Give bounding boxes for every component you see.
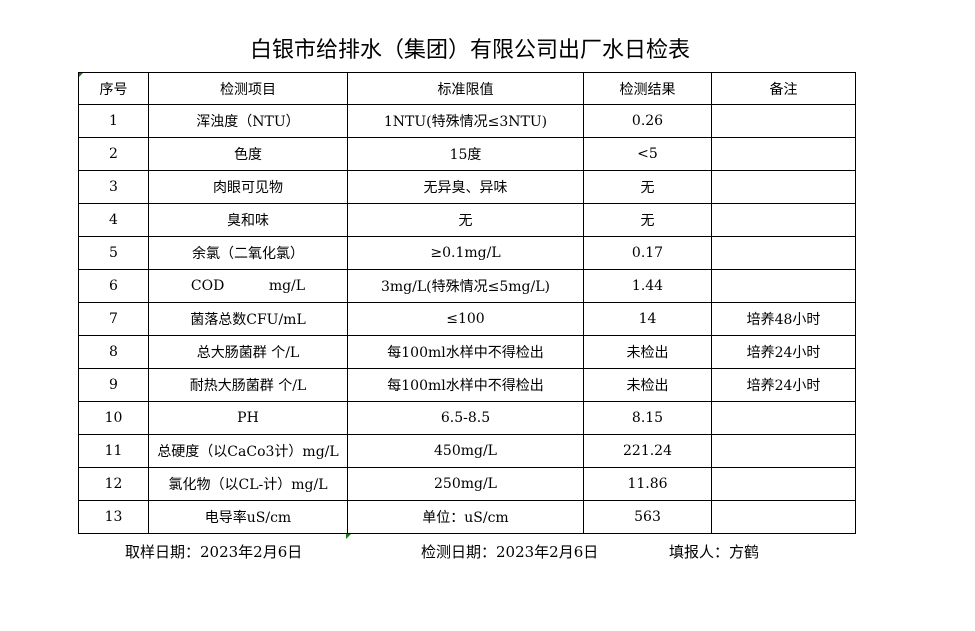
- cell-result: 未检出: [583, 368, 712, 402]
- cell-result: 0.26: [583, 104, 712, 138]
- cell-index: 7: [78, 302, 149, 336]
- cell-standard: 15度: [347, 137, 584, 171]
- sample-date: 取样日期：2023年2月6日: [125, 543, 303, 561]
- table-row: 13 电导率uS/cm 单位：uS/cm 563: [78, 500, 856, 534]
- table-row: 5 余氯（二氧化氯） ≥0.1mg/L 0.17: [78, 236, 856, 270]
- header-index: 序号: [78, 72, 149, 105]
- cell-remark: 培养24小时: [711, 368, 856, 402]
- inspection-table: 序号 检测项目 标准限值 检测结果 备注 1 浑浊度（NTU） 1NTU(特殊情况≤3NTU)…: [78, 72, 856, 534]
- test-date: 检测日期：2023年2月6日: [421, 543, 599, 561]
- cell-index: 3: [78, 170, 149, 204]
- cell-item: 肉眼可见物: [148, 170, 348, 204]
- cell-standard: 6.5-8.5: [347, 401, 584, 435]
- cell-index: 2: [78, 137, 149, 171]
- cell-result: 221.24: [583, 434, 712, 468]
- table-row: 4 臭和味无无: [78, 203, 856, 237]
- cell-result: <5: [583, 137, 712, 171]
- cell-result: 14: [583, 302, 712, 336]
- cell-index: 1: [78, 104, 149, 138]
- cell-standard: 每100ml水样中不得检出: [347, 368, 584, 402]
- cell-item: 浑浊度（NTU）: [148, 104, 348, 138]
- table-row: 6 COD mg/L 3mg/L(特殊情况≤5mg/L) 1.44: [78, 269, 856, 303]
- cell-item: 总硬度（以CaCo3计）mg/L: [148, 434, 348, 468]
- header-standard: 标准限值: [347, 72, 584, 105]
- cell-result: 8.15: [583, 401, 712, 435]
- cell-standard: 3mg/L(特殊情况≤5mg/L): [347, 269, 584, 303]
- cell-remark: [711, 500, 856, 534]
- cell-index: 5: [78, 236, 149, 270]
- cell-remark: [711, 434, 856, 468]
- cell-index: 10: [78, 401, 149, 435]
- reporter: 填报人：方鹤: [669, 543, 760, 561]
- cell-remark: [711, 269, 856, 303]
- cell-remark: 培养48小时: [711, 302, 856, 336]
- table-row: 9 耐热大肠菌群 个/L 每100ml水样中不得检出 未检出 培养24小时: [78, 368, 856, 402]
- table-row: 2 色度 15度 <5: [78, 137, 856, 171]
- table-row: 3 肉眼可见物 无异臭、异味无: [78, 170, 856, 204]
- header-result: 检测结果: [583, 72, 712, 105]
- cell-item: 氯化物（以CL-计）mg/L: [148, 467, 348, 501]
- cell-marker: [346, 534, 351, 539]
- cell-standard: 450mg/L: [347, 434, 584, 468]
- cell-standard: 250mg/L: [347, 467, 584, 501]
- cell-item: 余氯（二氧化氯）: [148, 236, 348, 270]
- cell-item: 耐热大肠菌群 个/L: [148, 368, 348, 402]
- cell-index: 4: [78, 203, 149, 237]
- table-row: 10 PH 6.5-8.5 8.15: [78, 401, 856, 435]
- cell-item: COD mg/L: [148, 269, 348, 303]
- cell-remark: [711, 170, 856, 204]
- cell-result: 563: [583, 500, 712, 534]
- cell-index: 12: [78, 467, 149, 501]
- cell-index: 13: [78, 500, 149, 534]
- cell-item: 菌落总数CFU/mL: [148, 302, 348, 336]
- cell-index: 11: [78, 434, 149, 468]
- cell-standard: 每100ml水样中不得检出: [347, 335, 584, 369]
- cell-remark: [711, 401, 856, 435]
- cell-result: 11.86: [583, 467, 712, 501]
- header-item: 检测项目: [148, 72, 348, 105]
- cell-result: 无: [583, 170, 712, 204]
- cell-index: 8: [78, 335, 149, 369]
- cell-remark: [711, 203, 856, 237]
- cell-standard: 单位：uS/cm: [347, 500, 584, 534]
- cell-item: PH: [148, 401, 348, 435]
- cell-item: 总大肠菌群 个/L: [148, 335, 348, 369]
- cell-remark: [711, 236, 856, 270]
- cell-standard: 无: [347, 203, 584, 237]
- cell-item: 臭和味: [148, 203, 348, 237]
- cell-result: 未检出: [583, 335, 712, 369]
- cell-index: 6: [78, 269, 149, 303]
- cell-item: 色度: [148, 137, 348, 171]
- header-row: 序号 检测项目 标准限值 检测结果 备注: [78, 72, 856, 105]
- table-row: 1 浑浊度（NTU） 1NTU(特殊情况≤3NTU) 0.26: [78, 104, 856, 138]
- table-row: 12 氯化物（以CL-计）mg/L 250mg/L 11.86: [78, 467, 856, 501]
- cell-standard: ≥0.1mg/L: [347, 236, 584, 270]
- cell-remark: 培养24小时: [711, 335, 856, 369]
- cell-standard: 无异臭、异味: [347, 170, 584, 204]
- cell-index: 9: [78, 368, 149, 402]
- cell-result: 0.17: [583, 236, 712, 270]
- table-row: 11 总硬度（以CaCo3计）mg/L 450mg/L 221.24: [78, 434, 856, 468]
- cell-item: 电导率uS/cm: [148, 500, 348, 534]
- table-row: 8 总大肠菌群 个/L 每100ml水样中不得检出 未检出 培养24小时: [78, 335, 856, 369]
- header-remark: 备注: [711, 72, 856, 105]
- cell-result: 1.44: [583, 269, 712, 303]
- table-row: 7 菌落总数CFU/mL ≤100 14 培养48小时: [78, 302, 856, 336]
- cell-remark: [711, 467, 856, 501]
- cell-standard: 1NTU(特殊情况≤3NTU): [347, 104, 584, 138]
- cell-standard: ≤100: [347, 302, 584, 336]
- cell-remark: [711, 137, 856, 171]
- cell-remark: [711, 104, 856, 138]
- page-title: 白银市给排水（集团）有限公司出厂水日检表: [249, 38, 690, 63]
- cell-result: 无: [583, 203, 712, 237]
